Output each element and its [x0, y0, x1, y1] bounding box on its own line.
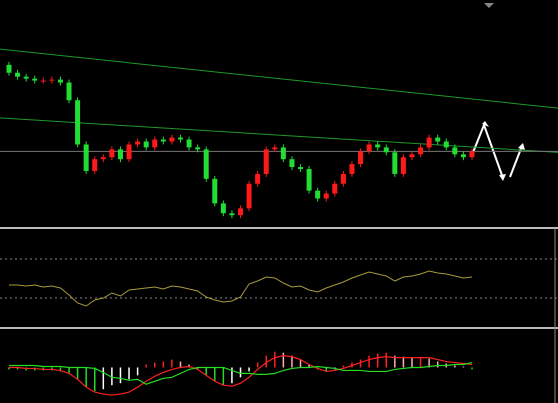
- candle-body: [212, 178, 218, 204]
- candle-body: [66, 82, 72, 101]
- candle-body: [23, 76, 29, 79]
- arrow-head: [518, 143, 525, 150]
- candle-body: [298, 167, 304, 170]
- candle-body: [15, 72, 21, 77]
- candle-body: [323, 193, 329, 199]
- scroll-marker: [484, 3, 494, 8]
- candle-body: [443, 141, 449, 148]
- candle-body: [126, 144, 132, 160]
- candle-body: [186, 139, 192, 148]
- candle-body: [409, 154, 415, 158]
- candle-body: [349, 164, 355, 174]
- candle-body: [109, 149, 115, 158]
- trend-line: [0, 48, 558, 109]
- macd-line: [9, 361, 473, 385]
- candle-body: [92, 159, 98, 171]
- candle-body: [203, 149, 209, 179]
- candle-body: [195, 147, 201, 150]
- candle-body: [238, 208, 243, 216]
- candle-body: [332, 183, 338, 194]
- drawn-arrow: [509, 145, 523, 178]
- candle-body: [400, 157, 406, 174]
- candle-body: [143, 141, 149, 148]
- candle-body: [152, 139, 158, 148]
- candle-body: [169, 137, 175, 142]
- candle-body: [460, 154, 466, 158]
- candle-body: [358, 151, 364, 165]
- candle-body: [315, 190, 321, 199]
- candle-body: [375, 144, 381, 148]
- candle-body: [32, 78, 38, 81]
- candle-body: [452, 147, 458, 155]
- candle-body: [49, 79, 55, 81]
- macd-line: [9, 355, 473, 396]
- candle-body: [426, 137, 432, 148]
- candle-body: [289, 159, 295, 168]
- candle-body: [383, 147, 389, 153]
- oscillator-line: [9, 270, 473, 307]
- candle-body: [177, 137, 183, 140]
- candle-body: [366, 144, 372, 152]
- candle-body: [135, 141, 141, 145]
- arrow-head: [499, 174, 506, 181]
- candle-body: [418, 147, 424, 155]
- candle-body: [75, 100, 81, 145]
- candle-body: [6, 64, 12, 73]
- candle-body: [280, 147, 286, 160]
- arrow-head: [482, 121, 489, 127]
- candle-body: [263, 149, 269, 174]
- candle-body: [57, 79, 63, 83]
- candle-body: [100, 157, 106, 160]
- candle-body: [229, 213, 235, 216]
- candle-body: [469, 151, 475, 158]
- candle-body: [246, 183, 252, 209]
- candle-body: [255, 173, 261, 184]
- trend-line: [0, 117, 558, 153]
- candle-body: [306, 169, 312, 191]
- candle-body: [83, 144, 89, 171]
- candle-body: [117, 149, 123, 160]
- candle-body: [160, 139, 166, 142]
- drawn-arrow: [471, 122, 504, 179]
- candle-body: [435, 137, 441, 142]
- candle-body: [392, 152, 398, 174]
- candle-body: [340, 173, 346, 184]
- candle-body: [220, 203, 226, 214]
- candle-body: [40, 80, 46, 82]
- candle-body: [272, 147, 278, 150]
